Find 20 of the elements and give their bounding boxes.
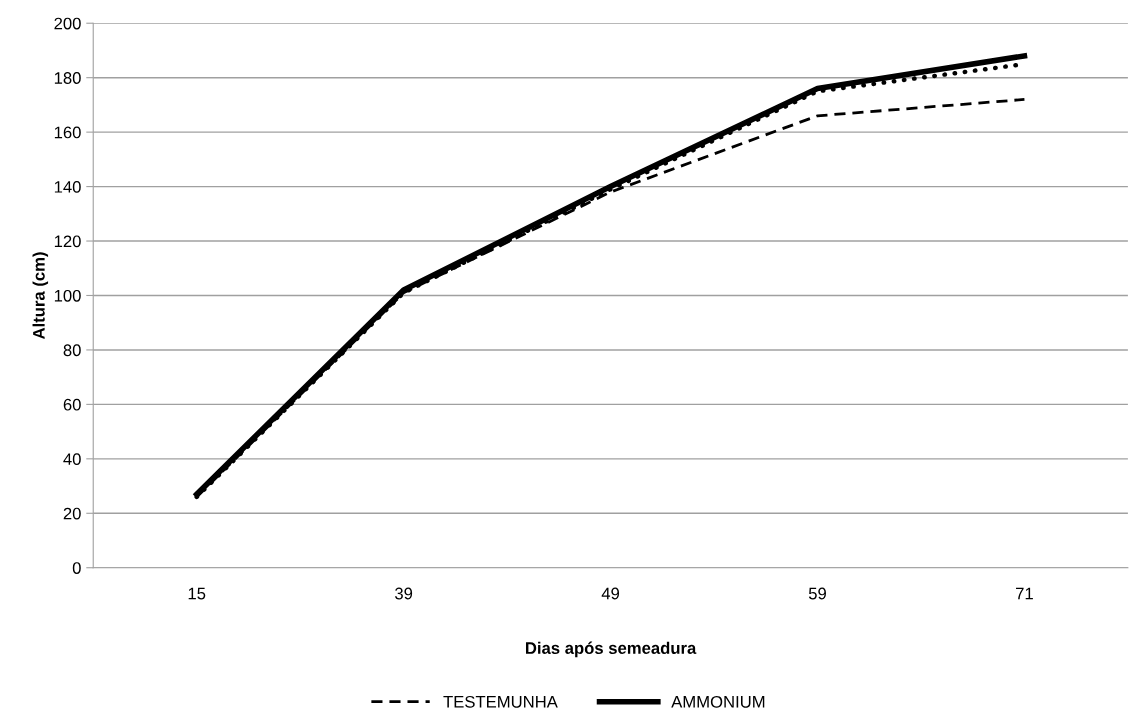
x-axis-title: Dias após semeadura <box>526 641 697 658</box>
legend-label: TESTEMUNHA <box>443 695 558 708</box>
y-tick-label: 20 <box>63 507 81 520</box>
y-tick-label: 140 <box>54 180 81 193</box>
y-tick-label: 60 <box>63 398 81 411</box>
x-tick-label: 15 <box>188 587 206 600</box>
y-tick-label: 120 <box>54 235 81 248</box>
y-tick-label: 40 <box>63 453 81 466</box>
x-tick-label: 71 <box>1016 587 1033 600</box>
y-tick-label: 80 <box>63 344 81 357</box>
y-axis-title: Altura (cm) <box>32 252 49 340</box>
y-tick-label: 180 <box>54 72 81 84</box>
y-tick-label: 100 <box>54 289 81 302</box>
x-tick-label: 39 <box>395 587 413 600</box>
x-tick-label: 49 <box>601 587 620 600</box>
x-tick-label: 59 <box>808 587 826 600</box>
y-tick-label: 0 <box>72 562 81 574</box>
y-tick-label: 160 <box>54 126 81 139</box>
legend-label: AMMONIUM <box>671 695 765 708</box>
y-tick-label: 200 <box>54 17 81 30</box>
